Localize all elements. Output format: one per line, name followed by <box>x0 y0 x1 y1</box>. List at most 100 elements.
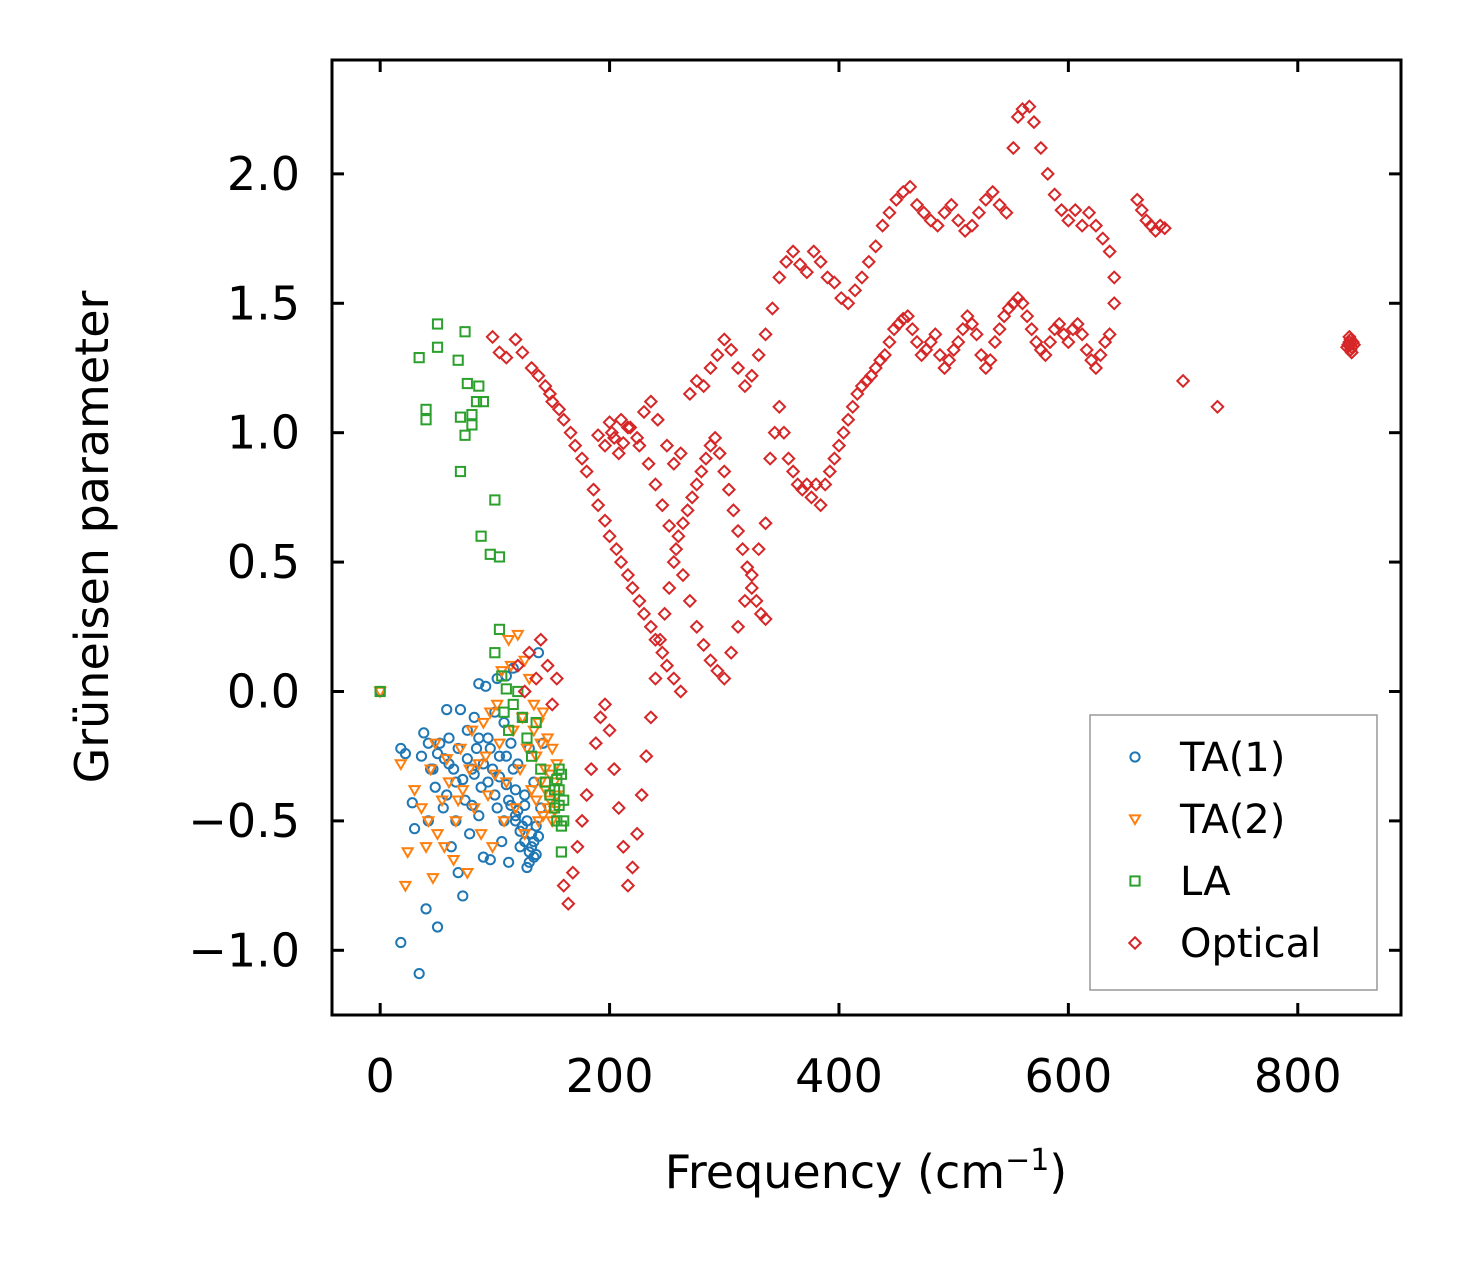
data-point <box>659 438 675 453</box>
data-point <box>623 420 638 435</box>
x-tick-label: 400 <box>795 1049 883 1103</box>
data-point <box>500 750 512 762</box>
data-point <box>609 541 624 557</box>
data-point <box>673 684 688 699</box>
data-point <box>1061 334 1076 350</box>
x-tick-label: 800 <box>1254 1049 1342 1103</box>
data-point <box>703 360 718 376</box>
data-point <box>806 244 821 259</box>
data-point <box>400 847 415 860</box>
data-point <box>751 541 766 557</box>
data-point <box>996 309 1012 324</box>
data-point <box>524 785 539 797</box>
data-point <box>675 567 691 583</box>
data-point <box>689 477 704 492</box>
data-point <box>505 737 517 749</box>
data-point <box>820 270 835 285</box>
data-point <box>579 464 594 479</box>
data-point <box>490 699 504 712</box>
data-point <box>473 732 485 744</box>
data-point <box>606 761 622 777</box>
data-point <box>1344 345 1359 360</box>
data-point <box>590 428 606 443</box>
data-point <box>517 684 532 699</box>
data-point <box>510 658 525 673</box>
data-point <box>431 748 444 760</box>
data-point <box>530 716 542 729</box>
data-point <box>974 347 989 363</box>
data-point <box>451 795 465 808</box>
data-point <box>652 632 668 647</box>
data-point <box>928 327 943 342</box>
data-point <box>643 394 659 409</box>
data-point <box>543 795 557 808</box>
data-point <box>507 698 519 711</box>
data-point <box>941 353 957 368</box>
data-point <box>1342 329 1357 345</box>
data-point <box>457 773 469 786</box>
data-point <box>508 803 523 816</box>
data-point <box>485 842 500 854</box>
data-point <box>503 724 515 736</box>
data-point <box>703 653 718 668</box>
data-point <box>1019 309 1035 324</box>
data-point <box>675 516 691 531</box>
legend-marker <box>1127 935 1143 951</box>
data-point <box>684 490 700 505</box>
data-point <box>586 482 601 497</box>
data-point <box>643 619 659 634</box>
data-point <box>431 341 444 353</box>
data-point <box>744 580 759 596</box>
data-point <box>485 329 500 345</box>
data-point <box>1047 187 1062 202</box>
data-point <box>799 477 815 492</box>
data-point <box>553 763 565 775</box>
data-point <box>542 386 558 402</box>
data-point <box>1088 218 1104 233</box>
data-point <box>460 867 475 880</box>
data-point <box>1038 347 1053 363</box>
data-point <box>1175 373 1191 389</box>
data-point <box>484 854 496 866</box>
data-point <box>648 477 663 492</box>
legend: TA(1) TA(2) LA Optical <box>1089 714 1378 991</box>
data-point <box>473 810 485 822</box>
data-point <box>831 438 847 453</box>
data-point <box>983 353 998 368</box>
data-point <box>1026 114 1042 130</box>
data-point <box>840 296 856 311</box>
data-point <box>567 438 583 453</box>
data-point <box>836 425 851 440</box>
data-point <box>744 368 759 383</box>
data-point <box>744 567 759 583</box>
data-point <box>419 842 433 854</box>
data-point <box>808 477 824 492</box>
data-point <box>723 645 739 660</box>
data-point <box>1068 202 1083 218</box>
data-point <box>561 896 576 911</box>
data-point <box>1029 334 1044 350</box>
data-point <box>467 803 482 816</box>
data-point <box>521 732 533 744</box>
data-point <box>597 438 613 453</box>
data-point <box>395 936 407 949</box>
data-point <box>840 412 856 427</box>
data-point <box>985 184 1000 200</box>
data-point <box>470 396 483 408</box>
data-point <box>590 497 606 513</box>
data-point <box>499 777 514 790</box>
data-point <box>662 580 677 596</box>
data-point <box>461 753 473 765</box>
data-point <box>767 425 782 440</box>
legend-label: TA(2) <box>1179 797 1285 843</box>
data-point <box>1052 316 1067 332</box>
data-point <box>597 513 613 528</box>
data-point <box>548 784 561 796</box>
data-point <box>441 704 453 716</box>
legend-label: Optical <box>1180 921 1321 967</box>
data-point <box>873 353 888 368</box>
data-point <box>477 851 490 863</box>
data-point <box>493 623 506 635</box>
data-point <box>551 773 563 786</box>
data-point <box>426 873 440 885</box>
